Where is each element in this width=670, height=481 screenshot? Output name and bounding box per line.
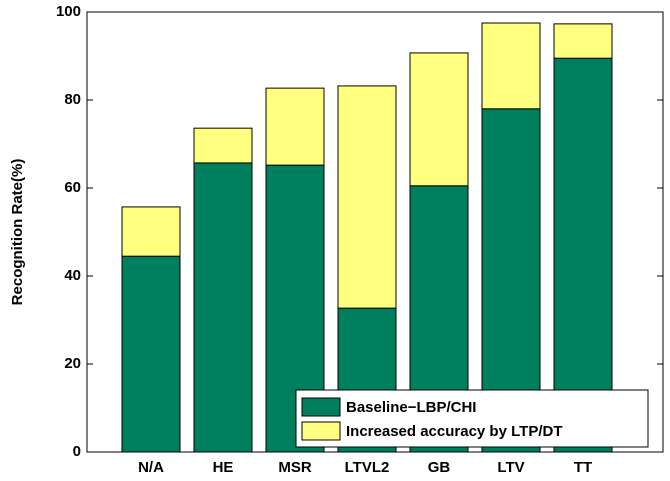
bar-segment — [553, 23, 613, 59]
x-tick-label: MSR — [278, 459, 312, 476]
x-tick-label: HE — [213, 459, 234, 476]
x-tick-label: N/A — [138, 459, 164, 476]
legend-box — [295, 389, 649, 448]
plot-frame — [86, 11, 664, 453]
legend-swatch — [301, 397, 341, 417]
legend-label: Increased accuracy by LTP/DT — [346, 423, 562, 440]
x-tick-label: LTV — [497, 459, 524, 476]
bar-segment — [409, 52, 469, 187]
legend-swatch — [301, 421, 341, 441]
bar-segment — [481, 22, 541, 110]
y-tick-label: 40 — [64, 267, 81, 284]
y-tick-label: 60 — [64, 179, 81, 196]
x-tick-label: LTVL2 — [345, 459, 390, 476]
y-axis-label: Recognition Rate(%) — [9, 159, 26, 306]
bar-segment — [193, 162, 253, 453]
y-tick-label: 80 — [64, 91, 81, 108]
y-tick-label: 0 — [73, 443, 81, 460]
x-tick-label: TT — [574, 459, 592, 476]
x-tick-label: GB — [428, 459, 451, 476]
y-tick-label: 100 — [56, 3, 81, 20]
y-tick-label: 20 — [64, 355, 81, 372]
bar-segment — [121, 255, 181, 453]
bar-segment — [121, 206, 181, 257]
bar-segment — [193, 127, 253, 164]
bar-segment — [553, 57, 613, 453]
bar-segment — [337, 85, 397, 309]
legend-label: Baseline−LBP/CHI — [346, 399, 476, 416]
bar-segment — [265, 87, 325, 166]
